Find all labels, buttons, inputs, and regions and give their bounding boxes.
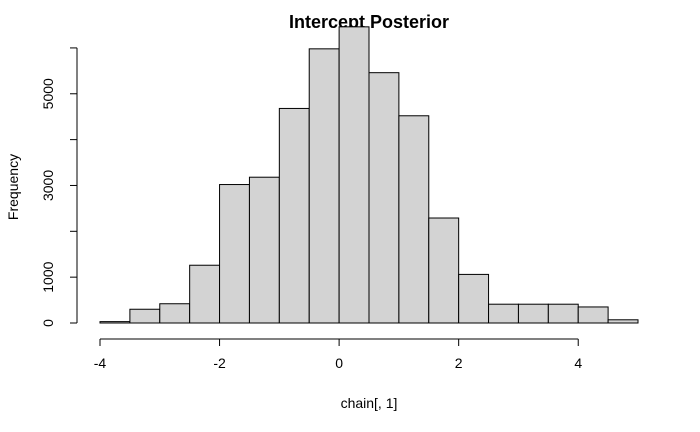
histogram-bar (99, 321, 131, 324)
y-tick-label: 3000 (40, 170, 56, 201)
x-tick-label: 2 (455, 355, 463, 371)
y-tick-label: 0 (40, 319, 56, 327)
y-tick-label: 1000 (40, 261, 56, 292)
histogram-bar (368, 72, 400, 324)
histogram-bar (398, 115, 430, 324)
histogram-bar (547, 303, 579, 324)
chart-title: Intercept Posterior (289, 12, 449, 32)
y-axis-label: Frequency (5, 154, 21, 220)
histogram-bar (517, 303, 549, 324)
x-tick-label: 0 (335, 355, 343, 371)
x-tick-label: -2 (213, 355, 226, 371)
histogram-bar (308, 48, 340, 324)
x-tick-label: 4 (574, 355, 582, 371)
histogram-bar (248, 176, 280, 324)
histogram-bar (159, 303, 191, 324)
histogram-bar (338, 26, 370, 324)
histogram-bar (129, 308, 161, 324)
histogram-bar (488, 303, 519, 324)
histogram-bar (458, 273, 490, 324)
histogram-bar (189, 264, 221, 324)
histogram-bar (278, 107, 310, 324)
histogram-bar (219, 184, 250, 324)
histogram-bar (577, 306, 609, 324)
x-axis: -4 -2 0 2 4 (94, 338, 582, 371)
histogram-bar (607, 319, 639, 324)
y-axis: 0 1000 3000 5000 (40, 47, 78, 327)
x-axis-label: chain[, 1] (341, 395, 398, 411)
histogram-bar (428, 217, 460, 324)
x-tick-label: -4 (94, 355, 107, 371)
bars-group (99, 26, 639, 324)
y-tick-label: 5000 (40, 78, 56, 109)
